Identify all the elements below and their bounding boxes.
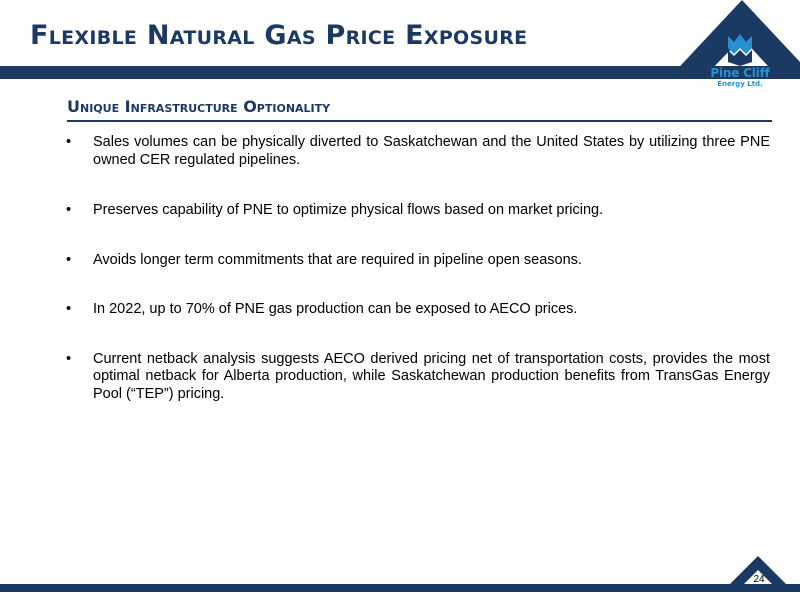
page-number: 24	[753, 574, 765, 585]
section-subtitle: Unique Infrastructure Optionality	[67, 97, 331, 116]
slide-title: Flexible Natural Gas Price Exposure	[30, 20, 528, 51]
bullet-list: • Sales volumes can be physically divert…	[66, 134, 770, 403]
bullet-dot: •	[66, 134, 72, 150]
pine-cliff-logo-icon	[728, 34, 752, 66]
bullet-item: • Sales volumes can be physically divert…	[66, 134, 770, 169]
header-chevron-shape	[668, 0, 800, 79]
footer-bar	[0, 584, 800, 592]
bullet-text: Avoids longer term commitments that are …	[93, 251, 582, 268]
company-logo: Pine Cliff Energy Ltd.	[700, 30, 780, 90]
bullet-text: Sales volumes can be physically diverted…	[93, 134, 770, 168]
logo-name: Pine Cliff	[710, 66, 770, 80]
bullet-text: Current netback analysis suggests AECO d…	[93, 350, 770, 402]
bullet-item: • Avoids longer term commitments that ar…	[66, 252, 770, 270]
footer-chevron-shape	[722, 556, 794, 592]
bullet-dot: •	[66, 350, 72, 367]
bullet-text: Preserves capability of PNE to optimize …	[93, 202, 604, 218]
header-bar	[0, 66, 800, 79]
bullet-item: • Preserves capability of PNE to optimiz…	[66, 202, 770, 220]
bullet-item: • Current netback analysis suggests AECO…	[66, 351, 770, 404]
logo-subtext: Energy Ltd.	[717, 80, 763, 88]
subtitle-underline	[67, 120, 772, 122]
bullet-dot: •	[66, 251, 72, 268]
bullet-dot: •	[66, 301, 72, 317]
bullet-item: • In 2022, up to 70% of PNE gas producti…	[66, 301, 770, 319]
bullet-dot: •	[66, 202, 72, 218]
bullet-text: In 2022, up to 70% of PNE gas production…	[93, 301, 578, 317]
